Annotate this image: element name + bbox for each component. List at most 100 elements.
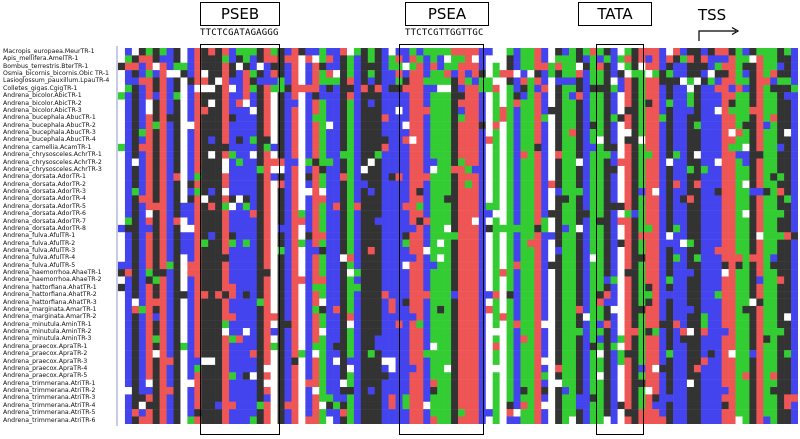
alignment-cell — [402, 158, 410, 167]
alignment-cell — [513, 291, 521, 299]
alignment-cell — [770, 70, 778, 78]
alignment-cell — [346, 239, 355, 248]
alignment-cell — [381, 84, 389, 93]
alignment-cell — [381, 129, 389, 137]
alignment-cell — [527, 195, 535, 203]
alignment-cell — [124, 173, 133, 181]
alignment-cell — [263, 77, 271, 86]
alignment-cell — [333, 210, 341, 218]
alignment-cell — [471, 364, 480, 373]
alignment-cell — [555, 313, 563, 321]
alignment-cell — [360, 394, 369, 402]
alignment-cell — [277, 210, 285, 218]
alignment-cell — [180, 210, 188, 218]
alignment-cell — [645, 313, 653, 321]
alignment-cell — [700, 313, 709, 321]
alignment-cell — [124, 165, 133, 174]
alignment-cell — [596, 372, 605, 380]
alignment-cell — [617, 350, 625, 358]
alignment-cell — [638, 180, 646, 189]
alignment-cell — [471, 401, 480, 410]
alignment-cell — [575, 55, 584, 63]
alignment-cell — [194, 232, 202, 240]
alignment-cell — [548, 372, 556, 380]
alignment-cell — [180, 276, 188, 285]
alignment-cell — [430, 357, 438, 366]
alignment-cell — [367, 232, 376, 240]
alignment-cell — [686, 328, 695, 336]
alignment-cell — [659, 48, 667, 56]
alignment-cell — [187, 70, 195, 78]
alignment-cell — [735, 55, 743, 63]
alignment-cell — [638, 195, 646, 203]
alignment-cell — [596, 202, 605, 211]
alignment-cell — [624, 313, 632, 321]
alignment-cell — [270, 342, 278, 351]
alignment-cell — [451, 143, 459, 152]
alignment-cell — [124, 313, 133, 321]
alignment-cell — [256, 246, 265, 255]
alignment-cell — [506, 283, 514, 292]
alignment-cell — [381, 62, 389, 71]
alignment-cell — [631, 202, 639, 211]
alignment-cell — [263, 254, 271, 262]
alignment-cell — [249, 276, 258, 285]
alignment-cell — [326, 136, 334, 145]
alignment-cell — [270, 202, 278, 211]
alignment-cell — [589, 387, 598, 395]
alignment-cell — [416, 48, 424, 56]
alignment-cell — [520, 364, 528, 373]
alignment-cell — [485, 77, 493, 86]
alignment-cell — [680, 180, 688, 189]
alignment-cell — [242, 387, 251, 395]
alignment-cell — [548, 379, 556, 388]
alignment-cell — [562, 350, 570, 358]
alignment-cell — [603, 261, 611, 270]
alignment-cell — [714, 99, 722, 108]
alignment-cell — [492, 379, 500, 388]
alignment-cell — [388, 114, 396, 122]
alignment-cell — [180, 92, 188, 100]
alignment-cell — [714, 92, 722, 100]
alignment-cell — [284, 364, 292, 373]
alignment-cell — [770, 283, 778, 292]
alignment-cell — [270, 195, 278, 203]
alignment-cell — [742, 62, 750, 71]
alignment-cell — [291, 121, 299, 130]
alignment-cell — [416, 276, 424, 285]
alignment-cell — [319, 114, 327, 122]
alignment-cell — [464, 106, 473, 115]
alignment-cell — [686, 195, 695, 203]
alignment-cell — [333, 276, 341, 285]
alignment-cell — [430, 224, 438, 233]
alignment-cell — [194, 77, 202, 86]
alignment-cell — [714, 158, 722, 167]
alignment-cell — [714, 291, 722, 299]
alignment-cell — [416, 188, 424, 196]
alignment-cell — [118, 320, 126, 329]
alignment-cell — [541, 70, 549, 78]
alignment-cell — [548, 269, 556, 277]
alignment-cell — [152, 99, 160, 108]
alignment-cell — [416, 298, 424, 307]
alignment-cell — [603, 246, 611, 255]
alignment-cell — [659, 342, 667, 351]
alignment-cell — [562, 136, 570, 145]
alignment-cell — [277, 342, 285, 351]
alignment-cell — [770, 364, 778, 373]
alignment-cell — [326, 151, 334, 159]
alignment-cell — [388, 143, 396, 152]
alignment-cell — [333, 217, 341, 226]
alignment-cell — [499, 298, 507, 307]
alignment-cell — [131, 409, 140, 417]
alignment-cell — [569, 180, 577, 189]
sequence-name: Andrena_dorsata.AdorTR-6 — [3, 210, 86, 218]
alignment-cell — [381, 202, 389, 211]
alignment-cell — [756, 394, 764, 402]
alignment-cell — [763, 313, 771, 321]
alignment-cell — [215, 269, 223, 277]
alignment-cell — [208, 158, 216, 167]
alignment-cell — [208, 269, 216, 277]
alignment-cell — [548, 55, 556, 63]
alignment-cell — [270, 232, 278, 240]
